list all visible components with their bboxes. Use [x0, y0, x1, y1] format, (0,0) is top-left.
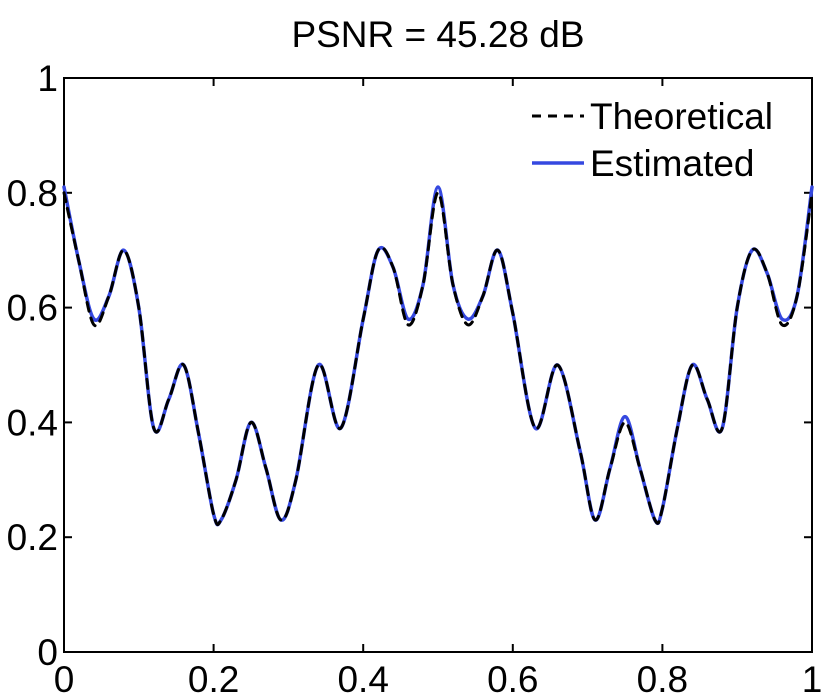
- x-tick-label: 0.6: [487, 659, 538, 696]
- series-line-theoretical: [62, 191, 814, 527]
- x-tick-label: 0: [54, 659, 75, 696]
- x-tick-label: 0.4: [337, 659, 388, 696]
- chart-title: PSNR = 45.28 dB: [291, 14, 584, 55]
- x-tick-label: 0.2: [188, 659, 239, 696]
- y-tick-label: 1: [37, 58, 58, 99]
- series-line-estimated: [62, 185, 814, 527]
- y-tick-label: 0.6: [7, 288, 58, 329]
- x-tick-label: 0.8: [637, 659, 688, 696]
- series-lines: [62, 185, 814, 527]
- y-tick-label: 0.8: [7, 173, 58, 214]
- y-tick-label: 0: [37, 632, 58, 673]
- plot-area: [63, 77, 813, 653]
- y-tick-label: 0.2: [7, 517, 58, 558]
- axis-ticks: 0 0.2 0.4 0.6 0.8 1 0 0.2 0.4 0.6 0.8 1: [7, 58, 823, 696]
- axes-frame: [63, 77, 813, 653]
- legend: Theoretical Estimated: [532, 96, 773, 184]
- y-tick-label: 0.4: [7, 402, 58, 443]
- x-tick-label: 1: [802, 659, 823, 696]
- legend-label-theoretical: Theoretical: [590, 96, 773, 137]
- legend-label-estimated: Estimated: [590, 143, 755, 184]
